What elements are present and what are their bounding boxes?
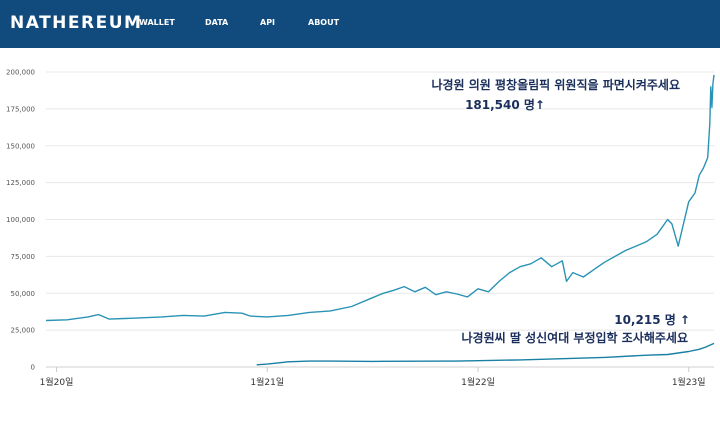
nav-wallet[interactable]: WALLET	[139, 18, 175, 27]
y-tick-label: 175,000	[6, 105, 35, 113]
y-tick-label: 200,000	[6, 69, 35, 77]
nav-api[interactable]: API	[260, 18, 276, 27]
nav-data[interactable]: DATA	[205, 18, 229, 27]
series-lines	[45, 74, 715, 366]
y-tick-label: 0	[31, 364, 35, 372]
top-navbar: NATHEREUM WALLET DATA API ABOUT	[0, 0, 720, 48]
y-tick-label: 50,000	[11, 290, 36, 298]
x-tick-label: 1월21일	[250, 376, 284, 388]
y-tick-label: 125,000	[6, 179, 35, 187]
petition-line-chart: 0 25,000 50,000 75,000 100,000 125,000 150,000…	[6, 69, 715, 388]
annotation-2-count: 10,215 명 ↑	[614, 313, 690, 327]
y-axis: 0 25,000 50,000 75,000 100,000 125,000 150,000…	[6, 69, 35, 372]
annotation-1-title: 나경원 의원 평창올림픽 위원직을 파면시켜주세요	[431, 77, 680, 92]
brand-logo[interactable]: NATHEREUM	[10, 13, 143, 33]
grid-lines	[46, 71, 714, 368]
y-tick-label: 75,000	[11, 253, 36, 261]
x-axis: 1월20일 1월21일 1월22일 1월23일	[40, 366, 714, 388]
x-tick-label: 1월20일	[40, 376, 74, 388]
series-line-2	[256, 342, 715, 366]
y-tick-label: 150,000	[6, 142, 35, 150]
series-line-1	[45, 74, 715, 322]
annotation-1-count: 181,540 명↑	[465, 98, 545, 112]
annotation-2-title: 나경원씨 딸 성신여대 부정입학 조사해주세요	[462, 330, 688, 345]
y-tick-label: 25,000	[11, 327, 36, 335]
y-tick-label: 100,000	[6, 216, 35, 224]
x-tick-label: 1월23일	[672, 376, 706, 388]
nav-about[interactable]: ABOUT	[308, 18, 340, 27]
x-tick-label: 1월22일	[461, 376, 495, 388]
